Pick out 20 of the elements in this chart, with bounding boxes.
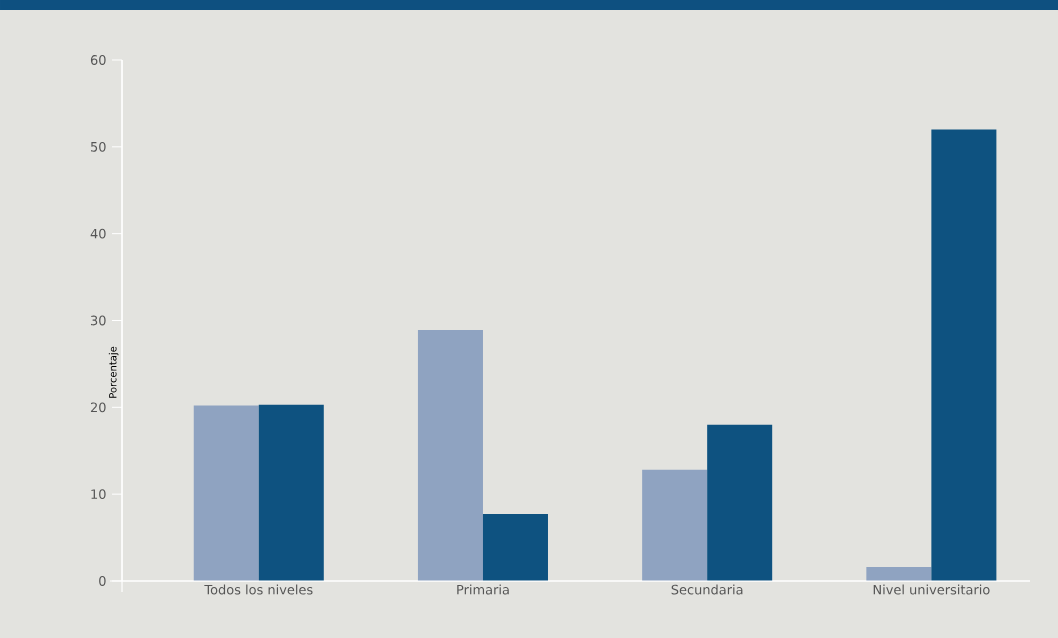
bar	[482, 514, 548, 581]
y-axis-title: Porcentaje	[108, 346, 119, 398]
y-tick-label: 30	[90, 315, 106, 326]
x-tick-label: Nivel universitario	[873, 584, 990, 595]
bar	[642, 469, 708, 581]
y-tick-label: 60	[90, 55, 106, 65]
y-tick-label: 50	[91, 141, 106, 152]
y-tick-label: 20	[90, 402, 106, 413]
bar	[193, 405, 259, 581]
bar	[866, 567, 932, 581]
x-tick-label: Todos los niveles	[204, 584, 313, 595]
y-tick-label: 0	[99, 576, 106, 586]
bar	[258, 404, 324, 581]
bar	[417, 330, 483, 581]
bar	[707, 424, 773, 581]
bar	[931, 129, 997, 581]
x-tick-label: Primaria	[457, 584, 509, 595]
y-tick-label: 40	[90, 228, 106, 239]
y-tick-label: 10	[91, 489, 106, 500]
x-tick-label: Secundaria	[671, 584, 743, 595]
